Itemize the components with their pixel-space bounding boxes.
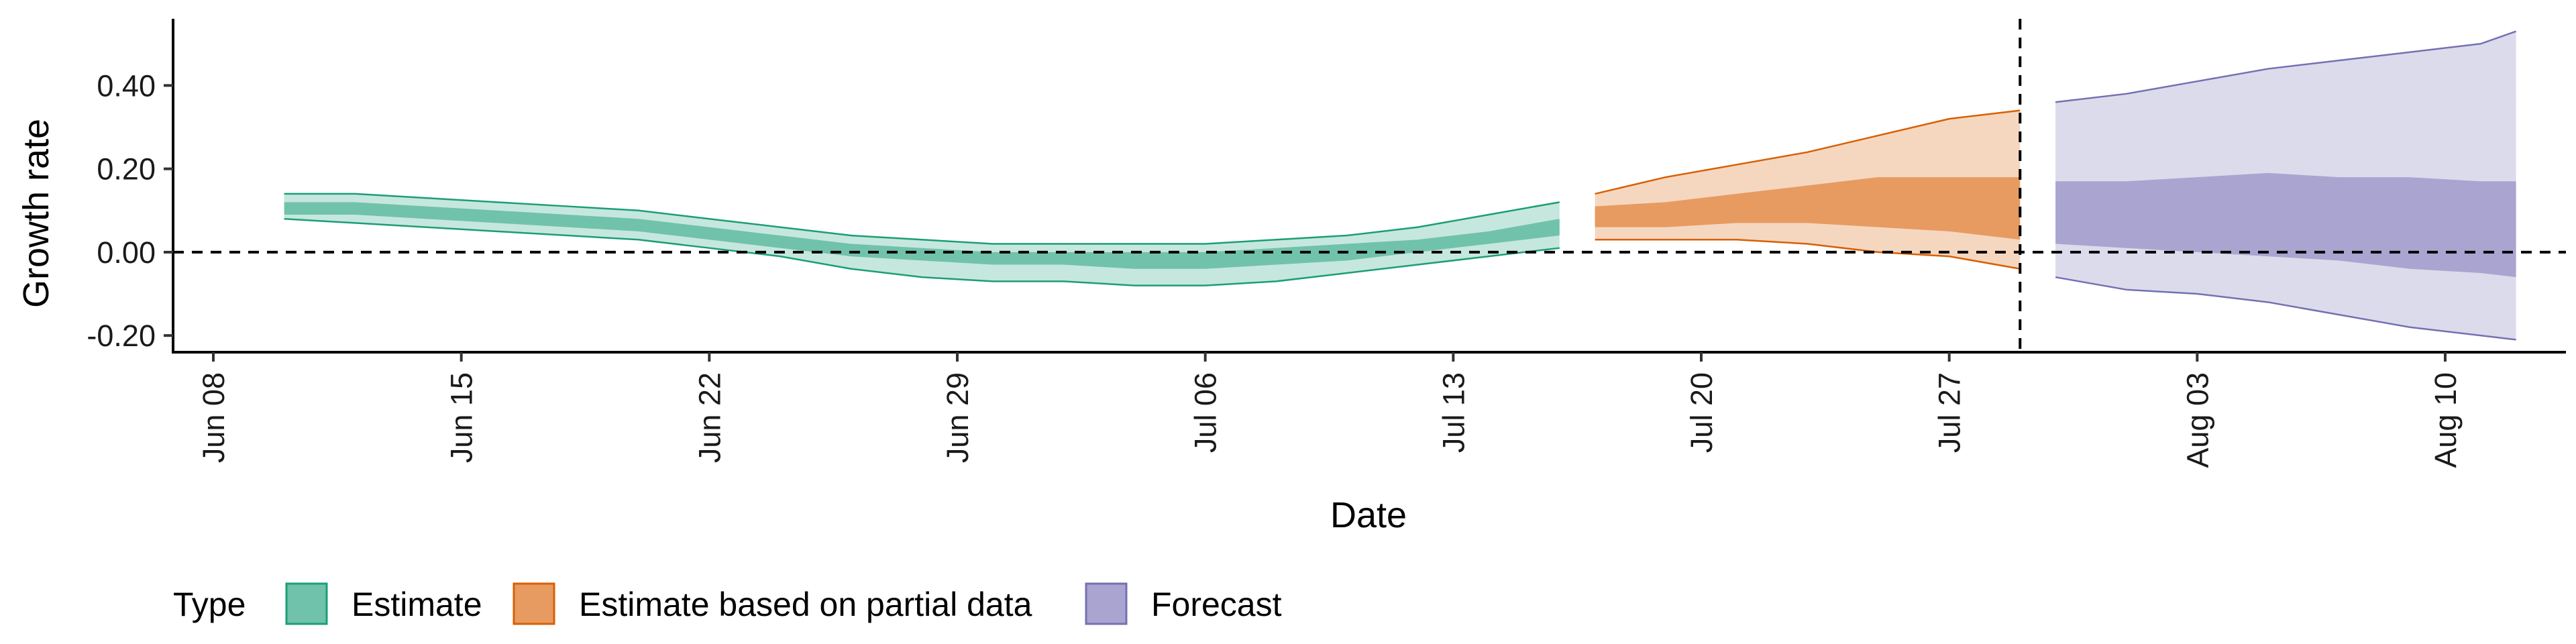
legend: Type Estimate Estimate based on partial da… <box>173 582 1282 625</box>
legend-label-estimate: Estimate <box>352 586 482 623</box>
y-tick-label: 0.40 <box>97 68 156 103</box>
x-tick-label: Jun 15 <box>445 372 479 463</box>
x-tick-label: Jun 29 <box>941 372 975 463</box>
x-tick-label: Jul 13 <box>1436 372 1470 453</box>
forecast-inner-band <box>2055 172 2516 278</box>
legend-key-fill <box>286 584 327 624</box>
estimate-outer-upper-line <box>284 193 1560 245</box>
legend-title: Type <box>173 586 246 623</box>
x-tick-label: Aug 03 <box>2180 372 2214 468</box>
y-tick-label: -0.20 <box>87 319 156 353</box>
legend-label-estimate-based-on-partial-data: Estimate based on partial data <box>579 586 1032 623</box>
estimate-based-on-partial-data-outer-upper-line <box>1595 109 2021 195</box>
ticks-layer: -0.20 0.00 0.20 0.40 Jun 08 Jun 15 Jun 22 Jun 2… <box>87 68 2463 468</box>
estimate-based-on-partial-data-outer-lower-line <box>1595 239 2021 270</box>
forecast-outer-upper-line <box>2055 30 2517 103</box>
legend-key-fill <box>1086 584 1126 624</box>
x-tick-label: Jun 08 <box>197 372 231 463</box>
reference-lines <box>173 19 2566 352</box>
axes-layer <box>172 19 2566 354</box>
estimate-inner-band <box>284 202 1560 269</box>
y-tick-label: 0.20 <box>97 152 156 186</box>
y-tick-label: 0.00 <box>97 235 156 270</box>
x-axis-title: Date <box>1330 495 1407 535</box>
legend-key-fill <box>514 584 554 624</box>
forecast-outer-lower-line <box>2055 276 2516 341</box>
x-tick-label: Jul 20 <box>1684 372 1719 453</box>
x-tick-label: Jul 27 <box>1933 372 1967 453</box>
bands-layer <box>284 30 2517 341</box>
estimate-outer-lower-line <box>284 217 1560 286</box>
x-tick-label: Aug 10 <box>2428 372 2463 468</box>
y-axis-title: Growth rate <box>16 119 56 308</box>
x-tick-label: Jul 06 <box>1189 372 1223 453</box>
estimate-based-on-partial-data-inner-band <box>1595 177 2021 240</box>
x-tick-label: Jun 22 <box>692 372 727 463</box>
legend-label-forecast: Forecast <box>1151 586 1282 623</box>
